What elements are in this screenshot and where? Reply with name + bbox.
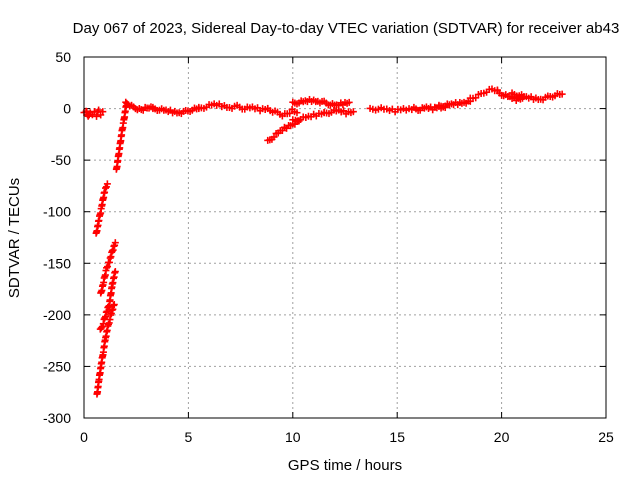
- x-tick-label: 20: [494, 429, 510, 445]
- data-point: [103, 180, 111, 188]
- data-point: [102, 184, 110, 192]
- y-tick-label: -300: [43, 410, 71, 426]
- y-tick-label: -150: [43, 255, 71, 271]
- x-tick-label: 15: [389, 429, 405, 445]
- data-point: [103, 264, 111, 272]
- y-axis-label: SDTVAR / TECUs: [6, 178, 23, 298]
- tick-labels: 0 5 10 15 20 25 50 0 -50 -100 -150 -200 -250 -300: [43, 49, 614, 445]
- x-tick-label: 10: [285, 429, 301, 445]
- data-point: [95, 106, 103, 114]
- x-tick-label: 25: [598, 429, 614, 445]
- data-point: [349, 108, 357, 116]
- data-point: [110, 301, 118, 309]
- data-point: [101, 188, 109, 196]
- data-point: [97, 324, 105, 332]
- data-point: [104, 263, 112, 271]
- data-point: [286, 109, 294, 117]
- y-tick-label: 50: [55, 49, 71, 65]
- y-tick-label: 0: [63, 101, 71, 117]
- data-point: [93, 112, 101, 120]
- data-point: [99, 108, 107, 116]
- data-point: [111, 268, 119, 276]
- chart-title: Day 067 of 2023, Sidereal Day-to-day VTE…: [73, 20, 620, 37]
- y-tick-label: -250: [43, 358, 71, 374]
- data-point: [293, 109, 301, 117]
- x-tick-label: 0: [80, 429, 88, 445]
- x-tick-label: 5: [185, 429, 193, 445]
- plot-frame: [83, 56, 607, 419]
- data-point: [345, 98, 353, 106]
- data-points: [80, 85, 566, 398]
- data-point: [111, 239, 119, 247]
- x-axis-label: GPS time / hours: [288, 457, 402, 474]
- data-point: [270, 133, 278, 141]
- y-tick-label: -200: [43, 307, 71, 323]
- y-tick-label: -50: [51, 152, 71, 168]
- y-tick-label: -100: [43, 204, 71, 220]
- data-point: [558, 90, 566, 98]
